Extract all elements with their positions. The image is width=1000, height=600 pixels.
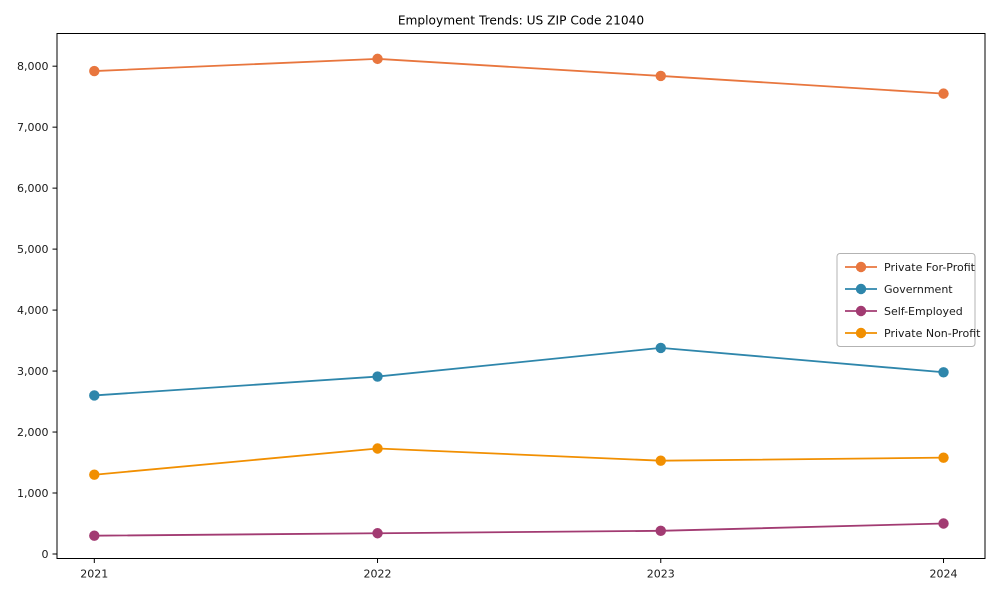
legend-marker-dot [855, 327, 867, 339]
y-tick-label: 1,000 [17, 487, 49, 500]
data-point [372, 528, 383, 539]
data-point [89, 469, 100, 480]
data-point [655, 342, 666, 354]
y-tick-label: 3,000 [17, 365, 49, 378]
data-point [89, 390, 100, 401]
data-point [89, 530, 100, 541]
legend-item-label: Self-Employed [884, 305, 963, 318]
y-tick-label: 4,000 [17, 304, 49, 317]
x-tick-label: 2024 [930, 568, 958, 581]
data-point [938, 367, 949, 378]
chart-title: Employment Trends: US ZIP Code 21040 [398, 14, 644, 28]
legend-marker-dot [855, 261, 867, 273]
plot-area [56, 33, 986, 559]
series-line-government [93, 346, 945, 397]
series-line-self-employed [93, 522, 945, 537]
data-point [938, 452, 949, 463]
data-point [372, 371, 383, 382]
x-tick-label: 2021 [80, 568, 108, 581]
legend-item-label: Private Non-Profit [884, 327, 981, 340]
data-point [655, 525, 666, 537]
data-point [938, 88, 949, 99]
data-point [938, 518, 949, 529]
legend-box [836, 253, 976, 347]
y-tick-label: 5,000 [17, 243, 49, 256]
y-tick-label: 0 [42, 548, 49, 561]
data-point [372, 53, 383, 65]
legend-marker-dot [855, 283, 867, 295]
y-tick-label: 7,000 [17, 121, 49, 134]
data-point [372, 443, 383, 454]
series-group [89, 53, 949, 541]
plot-border [56, 33, 986, 559]
x-tick-label: 2022 [364, 568, 392, 581]
data-point [655, 70, 666, 82]
series-line-private-non-profit [93, 447, 945, 476]
y-tick-label: 8,000 [17, 60, 49, 73]
legend-marker-dot [855, 305, 867, 317]
legend-item-label: Private For-Profit [884, 261, 976, 274]
y-axis: 0 1,000 2,000 3,000 4,000 5,000 6,000 7,000 8,00… [17, 60, 57, 561]
legend-item-label: Government [884, 283, 953, 296]
data-point [655, 455, 666, 466]
data-point [89, 65, 100, 77]
y-tick-label: 6,000 [17, 182, 49, 195]
legend: Private For-Profit Government Self-Employe… [836, 253, 981, 347]
series-line-private-for-profit [93, 57, 945, 95]
y-tick-label: 2,000 [17, 426, 49, 439]
x-axis: 2021 2022 2023 2024 [80, 558, 958, 581]
x-tick-label: 2023 [647, 568, 675, 581]
